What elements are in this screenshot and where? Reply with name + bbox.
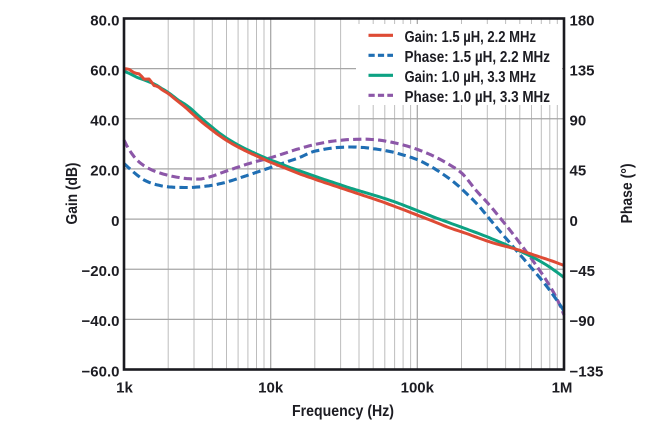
svg-text:Phase (°): Phase (°): [619, 164, 636, 224]
svg-text:90: 90: [570, 113, 587, 130]
svg-text:Frequency (Hz): Frequency (Hz): [292, 403, 394, 420]
svg-text:Phase: 1.5 µH, 2.2 MHz: Phase: 1.5 µH, 2.2 MHz: [405, 49, 551, 66]
svg-text:45: 45: [570, 163, 587, 180]
svg-text:0: 0: [111, 213, 119, 230]
svg-text:Phase: 1.0 µH, 3.3 MHz: Phase: 1.0 µH, 3.3 MHz: [405, 89, 551, 106]
svg-text:−90: −90: [570, 313, 595, 330]
svg-text:Gain (dB): Gain (dB): [64, 163, 81, 225]
svg-text:−135: −135: [570, 363, 604, 380]
svg-text:1k: 1k: [116, 380, 133, 397]
svg-text:Gain: 1.5 µH, 2.2 MHz: Gain: 1.5 µH, 2.2 MHz: [405, 29, 537, 46]
svg-text:80.0: 80.0: [90, 12, 119, 29]
svg-text:135: 135: [570, 62, 595, 79]
svg-text:1M: 1M: [552, 380, 573, 397]
svg-text:180: 180: [570, 12, 595, 29]
svg-text:−60.0: −60.0: [82, 363, 120, 380]
svg-text:60.0: 60.0: [90, 62, 119, 79]
svg-text:100k: 100k: [401, 380, 435, 397]
svg-text:20.0: 20.0: [90, 163, 119, 180]
svg-text:Gain: 1.0 µH, 3.3 MHz: Gain: 1.0 µH, 3.3 MHz: [405, 69, 537, 86]
svg-text:−45: −45: [570, 263, 595, 280]
svg-text:−20.0: −20.0: [82, 263, 120, 280]
svg-text:10k: 10k: [258, 380, 284, 397]
svg-text:40.0: 40.0: [90, 113, 119, 130]
svg-text:0: 0: [570, 213, 578, 230]
svg-text:−40.0: −40.0: [82, 313, 120, 330]
